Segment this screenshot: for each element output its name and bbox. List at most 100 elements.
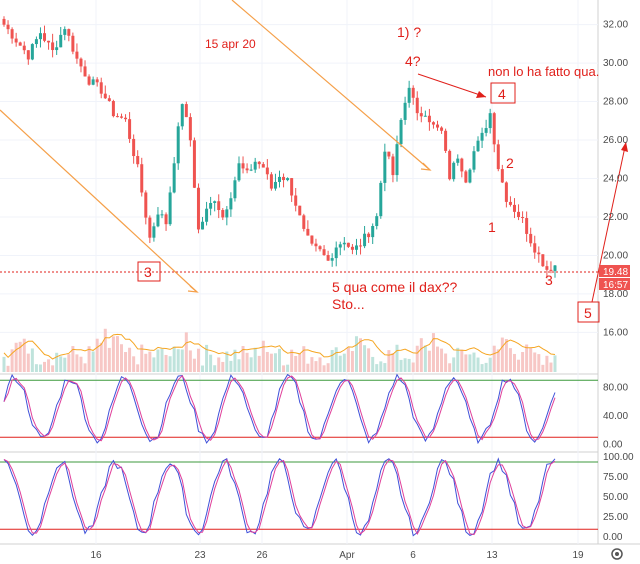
candle-body xyxy=(476,140,480,152)
candle-body xyxy=(180,104,184,127)
oscillator-line xyxy=(3,457,556,537)
x-tick-label: 16 xyxy=(90,550,102,561)
volume-bar xyxy=(419,338,423,372)
candle-body xyxy=(517,211,521,218)
candle-body xyxy=(136,156,140,165)
volume-bar xyxy=(338,355,342,372)
candle-body xyxy=(407,87,411,103)
volume-bar xyxy=(431,333,435,372)
candle-body xyxy=(322,249,326,256)
volume-bar xyxy=(128,347,132,372)
volume-bar xyxy=(184,332,188,372)
annotation-wave: 2 xyxy=(506,155,514,171)
annotation-arrow[interactable] xyxy=(591,141,627,303)
volume-bar xyxy=(391,353,395,372)
candle-body xyxy=(480,132,484,141)
candle-body xyxy=(448,150,452,180)
candle-body xyxy=(508,201,512,205)
candle-body xyxy=(431,122,435,125)
volume-bar xyxy=(233,349,237,372)
volume-bar xyxy=(241,346,245,372)
volume-bar xyxy=(298,353,302,372)
volume-bar xyxy=(111,336,115,372)
oscillator-line xyxy=(3,373,556,445)
candle-body xyxy=(172,163,176,193)
candle-body xyxy=(18,42,22,46)
trend-line[interactable] xyxy=(0,109,198,293)
candle-body xyxy=(375,216,379,227)
candle-body xyxy=(43,33,47,41)
volume-bar xyxy=(444,353,448,372)
candle-body xyxy=(75,51,79,59)
candle-body xyxy=(111,101,115,117)
candle-body xyxy=(537,252,541,255)
volume-bar xyxy=(99,342,103,372)
candle-body xyxy=(488,113,492,129)
volume-bar xyxy=(525,344,529,372)
volume-bar xyxy=(484,362,488,372)
gear-icon[interactable] xyxy=(611,548,623,560)
candle-body xyxy=(14,38,18,43)
volume-bar xyxy=(176,349,180,372)
candle-body xyxy=(124,117,128,120)
volume-bar xyxy=(517,359,521,372)
candle-body xyxy=(294,195,298,206)
volume-bar xyxy=(14,342,18,372)
volume-bar xyxy=(427,350,431,372)
candle-body xyxy=(261,164,265,168)
volume-bar xyxy=(411,362,415,372)
volume-bar xyxy=(403,358,407,372)
volume-bar xyxy=(306,363,310,372)
volume-bars xyxy=(2,328,557,372)
oscillator-pane-1 xyxy=(0,373,598,445)
candle-body xyxy=(472,151,476,170)
volume-bar xyxy=(415,345,419,372)
volume-bar xyxy=(168,356,172,372)
volume-ma-line xyxy=(3,333,556,360)
candle-body xyxy=(67,29,71,36)
y-tick-label: 28.00 xyxy=(603,97,628,108)
volume-bar xyxy=(350,351,354,372)
candle-body xyxy=(269,174,273,189)
candle-body xyxy=(26,50,30,60)
volume-bar xyxy=(452,357,456,372)
candle-body xyxy=(306,228,310,236)
candle-body xyxy=(411,87,415,98)
y-tick-label: 100.00 xyxy=(603,452,634,463)
candle-body xyxy=(354,245,358,250)
volume-bar xyxy=(83,363,87,372)
time-axis-ticks: 16 23 26 Apr 6 13 19 xyxy=(90,550,584,561)
volume-bar xyxy=(217,357,221,372)
volume-bar xyxy=(253,347,257,372)
volume-bar xyxy=(22,338,26,372)
candle-body xyxy=(188,117,192,141)
candle-body xyxy=(302,215,306,229)
annotation-wave: 1) ? xyxy=(397,24,421,40)
candle-body xyxy=(257,161,261,165)
annotation-arrow[interactable] xyxy=(417,73,487,98)
volume-bar xyxy=(95,338,99,372)
volume-bar xyxy=(436,346,440,372)
volume-bar xyxy=(512,353,516,372)
y-tick-label: 80.00 xyxy=(603,382,628,393)
oscillator-line xyxy=(3,458,556,536)
volume-bar xyxy=(6,365,10,372)
volume-bar xyxy=(342,353,346,372)
trend-line-arrowhead xyxy=(187,285,199,293)
volume-bar xyxy=(38,364,42,372)
candle-body xyxy=(99,82,103,94)
volume-bar xyxy=(257,355,261,372)
y-tick-label: 50.00 xyxy=(603,492,628,503)
volume-bar xyxy=(282,365,286,372)
candle-body xyxy=(379,182,383,217)
x-tick-label: 6 xyxy=(410,550,416,561)
volume-bar xyxy=(87,346,91,372)
candle-body xyxy=(460,158,464,172)
volume-bar xyxy=(553,355,557,372)
trend-line[interactable] xyxy=(231,0,431,171)
volume-bar xyxy=(67,354,71,372)
volume-bar xyxy=(456,347,460,372)
annotation-wave: 5 xyxy=(584,305,592,321)
annotation-wave: 3 xyxy=(545,272,553,288)
